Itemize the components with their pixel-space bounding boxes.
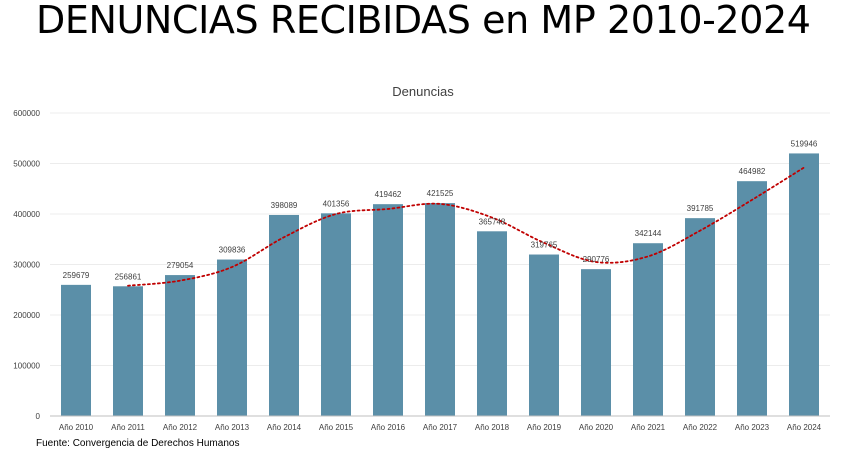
data-label: 259679	[63, 271, 90, 280]
data-label: 421525	[427, 189, 454, 198]
bar	[477, 231, 507, 416]
x-tick-label: Año 2022	[683, 423, 718, 432]
data-label: 419462	[375, 190, 402, 199]
bar	[737, 181, 767, 416]
y-tick-label: 600000	[13, 109, 40, 118]
x-tick-label: Año 2017	[423, 423, 458, 432]
data-label: 519946	[791, 139, 818, 148]
y-tick-label: 0	[36, 412, 41, 421]
x-tick-label: Año 2016	[371, 423, 406, 432]
bar	[165, 275, 195, 416]
data-label: 391785	[687, 204, 714, 213]
bar	[529, 254, 559, 416]
data-label: 365748	[479, 217, 506, 226]
bars	[61, 153, 819, 416]
y-axis-tick-labels: 0 100000 200000 300000 400000 500000 600000	[13, 109, 40, 421]
bar	[633, 243, 663, 416]
x-tick-label: Año 2020	[579, 423, 614, 432]
data-labels: 259679 256861 279054 309836 398089 401356 4194…	[63, 139, 818, 281]
x-tick-label: Año 2023	[735, 423, 770, 432]
x-tick-label: Año 2015	[319, 423, 354, 432]
bar	[217, 259, 247, 416]
y-tick-label: 100000	[13, 362, 40, 371]
bar	[321, 213, 351, 416]
chart-title: Denuncias	[392, 84, 454, 99]
x-tick-label: Año 2021	[631, 423, 666, 432]
bar	[61, 284, 91, 416]
trendline-path	[127, 166, 805, 287]
data-label: 342144	[635, 229, 662, 238]
x-tick-label: Año 2012	[163, 423, 198, 432]
bar	[425, 203, 455, 416]
bar	[269, 214, 299, 416]
bar	[373, 204, 403, 416]
x-tick-label: Año 2010	[59, 423, 94, 432]
bar	[581, 269, 611, 416]
bar	[113, 286, 143, 416]
x-tick-label: Año 2011	[111, 423, 145, 432]
y-tick-label: 400000	[13, 210, 40, 219]
bar	[789, 153, 819, 416]
data-label: 279054	[167, 261, 194, 270]
data-label: 290776	[583, 255, 610, 264]
data-label: 309836	[219, 246, 246, 255]
data-label: 319765	[531, 241, 558, 250]
x-tick-label: Año 2019	[527, 423, 562, 432]
data-label: 401356	[323, 199, 350, 208]
data-label: 398089	[271, 201, 298, 210]
data-label: 464982	[739, 167, 766, 176]
x-tick-label: Año 2014	[267, 423, 302, 432]
x-axis-tick-labels: Año 2010 Año 2011 Año 2012 Año 2013 Año 2014…	[59, 423, 822, 432]
bar	[685, 218, 715, 416]
data-label: 256861	[115, 272, 142, 281]
x-tick-label: Año 2013	[215, 423, 250, 432]
x-tick-label: Año 2024	[787, 423, 822, 432]
y-tick-label: 300000	[13, 261, 40, 270]
y-tick-label: 200000	[13, 311, 40, 320]
trendline	[127, 166, 805, 287]
page-title: DENUNCIAS RECIBIDAS en MP 2010-2024	[36, 0, 811, 42]
source-note: Fuente: Convergencia de Derechos Humanos	[36, 438, 240, 449]
y-tick-label: 500000	[13, 160, 40, 169]
x-tick-label: Año 2018	[475, 423, 510, 432]
